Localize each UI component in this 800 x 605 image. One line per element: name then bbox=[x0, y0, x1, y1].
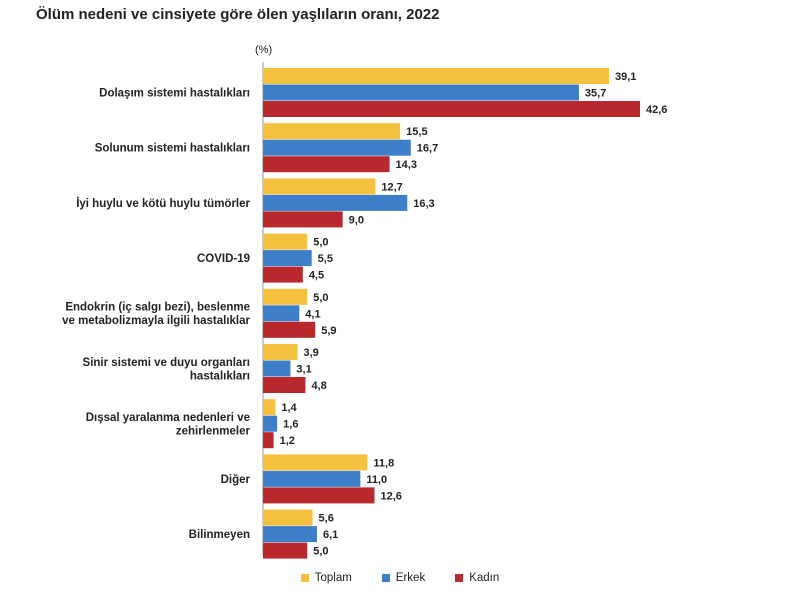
bar-toplam bbox=[263, 399, 276, 416]
bar-toplam bbox=[263, 178, 376, 195]
bar-erkek bbox=[263, 194, 408, 211]
data-label-erkek: 16,3 bbox=[413, 198, 434, 210]
legend-swatch-erkek bbox=[381, 574, 390, 582]
data-label-toplam: 15,5 bbox=[406, 126, 427, 138]
data-label-kad-n: 5,9 bbox=[321, 325, 336, 337]
bar-toplam bbox=[263, 123, 401, 140]
legend-label-toplam: Toplam bbox=[314, 572, 352, 584]
data-label-kad-n: 1,2 bbox=[280, 435, 295, 447]
bar-erkek bbox=[263, 84, 579, 101]
bar-kad-n bbox=[263, 542, 308, 559]
data-label-toplam: 5,0 bbox=[313, 237, 328, 249]
category-label: Solunum sistemi hastalıkları bbox=[95, 143, 250, 155]
data-label-toplam: 11,8 bbox=[373, 457, 394, 469]
category-label: Sinir sistemi ve duyu organları hastalıkl… bbox=[83, 357, 250, 383]
bar-kad-n bbox=[263, 321, 316, 338]
data-label-erkek: 16,7 bbox=[417, 143, 438, 155]
bar-erkek bbox=[263, 139, 411, 156]
bar-toplam bbox=[263, 288, 308, 305]
legend-swatch-toplam bbox=[300, 574, 309, 582]
data-label-kad-n: 5,0 bbox=[313, 546, 328, 558]
chart-title: Ölüm nedeni ve cinsiyete göre ölen yaşlı… bbox=[36, 6, 440, 23]
bar-kad-n bbox=[263, 377, 306, 393]
category-label: Endokrin (iç salgı bezi), beslenme ve met… bbox=[62, 302, 250, 328]
legend: Toplam Erkek Kadın bbox=[0, 572, 800, 584]
category-label: Bilinmeyen bbox=[189, 529, 250, 541]
data-label-kad-n: 4,5 bbox=[309, 270, 324, 282]
legend-swatch-kadin bbox=[455, 574, 464, 582]
bar-erkek bbox=[263, 470, 361, 487]
data-label-erkek: 4,1 bbox=[305, 308, 320, 320]
legend-label-kadin: Kadın bbox=[469, 572, 500, 584]
data-label-erkek: 11,0 bbox=[366, 474, 387, 486]
bar-kad-n bbox=[263, 432, 274, 449]
data-label-kad-n: 12,6 bbox=[381, 490, 402, 502]
bar-toplam bbox=[263, 344, 298, 360]
category-label: COVID-19 bbox=[197, 253, 250, 265]
bar-kad-n bbox=[263, 211, 343, 228]
bar-kad-n bbox=[263, 101, 640, 117]
bar-kad-n bbox=[263, 487, 375, 504]
category-label: Dolaşım sistemi hastalıkları bbox=[99, 88, 250, 100]
data-label-toplam: 5,0 bbox=[313, 292, 328, 304]
data-label-toplam: 5,6 bbox=[319, 513, 334, 525]
bar-toplam bbox=[263, 454, 368, 471]
data-label-kad-n: 42,6 bbox=[646, 104, 667, 116]
legend-item-kadin: Kadın bbox=[455, 572, 499, 584]
bar-erkek bbox=[263, 526, 317, 543]
legend-label-erkek: Erkek bbox=[395, 572, 426, 584]
legend-item-erkek: Erkek bbox=[381, 572, 426, 584]
bar-toplam bbox=[263, 68, 610, 84]
bar-erkek bbox=[263, 415, 278, 432]
data-label-erkek: 3,1 bbox=[296, 364, 311, 376]
data-label-erkek: 6,1 bbox=[323, 529, 338, 541]
data-label-erkek: 35,7 bbox=[585, 88, 606, 100]
data-label-kad-n: 9,0 bbox=[349, 214, 364, 226]
bar-kad-n bbox=[263, 156, 390, 173]
bar-erkek bbox=[263, 305, 300, 322]
category-label: Diğer bbox=[221, 474, 251, 486]
category-label: İyi huylu ve kötü huylu tümörler bbox=[76, 197, 250, 210]
bar-erkek bbox=[263, 360, 291, 377]
unit-label: (%) bbox=[255, 44, 273, 56]
data-label-toplam: 39,1 bbox=[615, 71, 636, 83]
data-label-toplam: 1,4 bbox=[281, 402, 297, 414]
bar-erkek bbox=[263, 250, 312, 267]
bar-toplam bbox=[263, 233, 308, 250]
data-label-erkek: 1,6 bbox=[283, 419, 298, 431]
legend-item-toplam: Toplam bbox=[300, 572, 352, 584]
data-label-kad-n: 4,8 bbox=[311, 380, 326, 392]
data-label-erkek: 5,5 bbox=[318, 253, 333, 265]
data-label-toplam: 12,7 bbox=[381, 181, 402, 193]
category-label: Dışsal yaralanma nedenleri ve zehirlenmel… bbox=[86, 412, 251, 438]
bar-kad-n bbox=[263, 266, 303, 283]
data-label-kad-n: 14,3 bbox=[396, 159, 417, 171]
bar-toplam bbox=[263, 509, 313, 526]
data-label-toplam: 3,9 bbox=[304, 347, 319, 359]
